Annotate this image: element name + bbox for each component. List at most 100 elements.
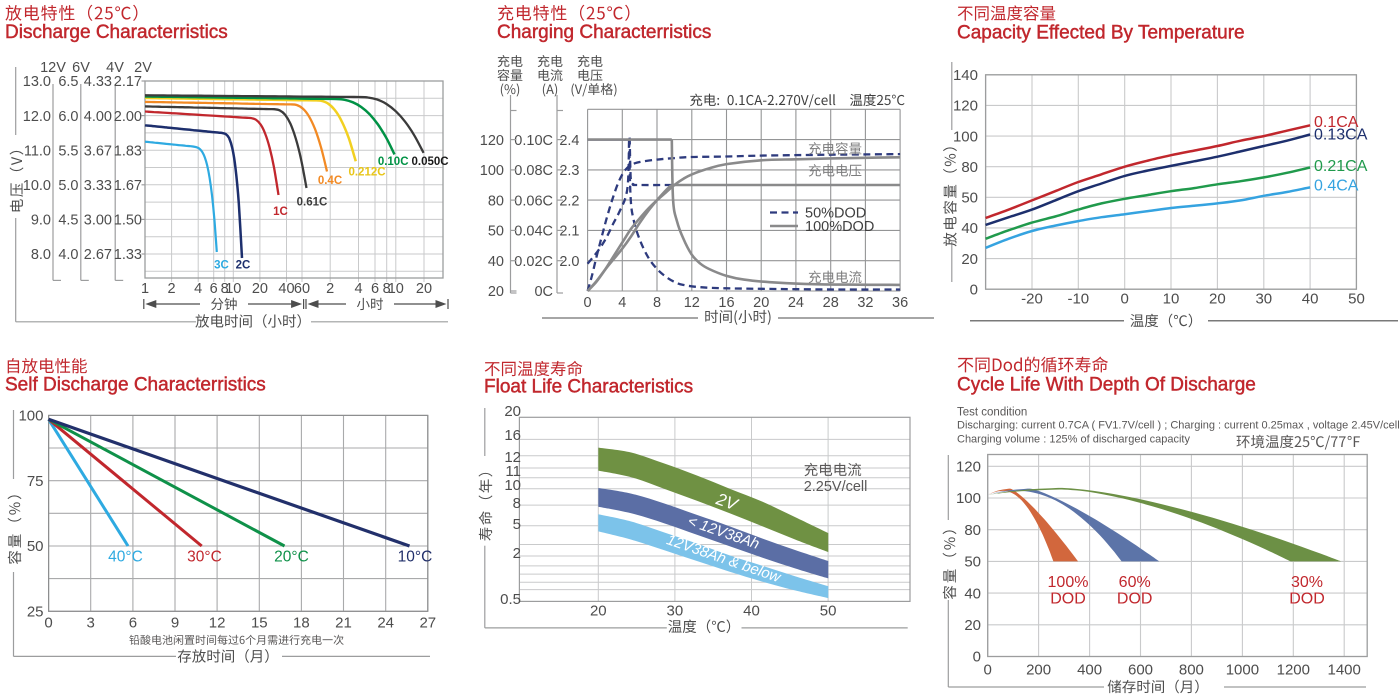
svg-text:24: 24 xyxy=(788,295,804,311)
svg-text:2.0: 2.0 xyxy=(559,254,579,270)
svg-text:8: 8 xyxy=(653,295,661,311)
svg-text:DOD: DOD xyxy=(1050,591,1086,608)
svg-text:5: 5 xyxy=(513,516,521,533)
svg-text:8: 8 xyxy=(383,281,391,297)
svg-text:10: 10 xyxy=(388,281,404,297)
svg-text:0.61C: 0.61C xyxy=(297,197,328,209)
svg-text:2.67: 2.67 xyxy=(84,247,112,263)
svg-text:2: 2 xyxy=(513,545,521,562)
svg-text:0.212C: 0.212C xyxy=(348,167,385,179)
svg-text:40: 40 xyxy=(743,603,760,620)
svg-text:-20: -20 xyxy=(1021,291,1043,308)
svg-text:100%: 100% xyxy=(1048,574,1089,591)
svg-text:100: 100 xyxy=(480,163,504,179)
svg-text:80: 80 xyxy=(964,522,981,539)
svg-text:2.4: 2.4 xyxy=(559,133,579,149)
svg-text:30°C: 30°C xyxy=(187,549,222,566)
svg-text:30%: 30% xyxy=(1291,574,1323,591)
svg-text:3: 3 xyxy=(87,615,95,632)
svg-text:0.08C: 0.08C xyxy=(514,163,553,179)
svg-text:4: 4 xyxy=(194,281,202,297)
svg-text:800: 800 xyxy=(1179,662,1204,679)
svg-text:6: 6 xyxy=(210,281,218,297)
svg-text:Charging volume : 125% of disc: Charging volume : 125% of discharged cap… xyxy=(957,434,1190,446)
svg-text:30: 30 xyxy=(1255,291,1272,308)
svg-text:4.5: 4.5 xyxy=(58,213,78,229)
svg-text:2C: 2C xyxy=(236,260,251,272)
svg-text:0: 0 xyxy=(984,662,992,679)
svg-text:0.10C: 0.10C xyxy=(378,156,409,168)
svg-text:0.4CA: 0.4CA xyxy=(1314,178,1359,195)
svg-text:6V: 6V xyxy=(72,60,90,76)
svg-text:1.33: 1.33 xyxy=(114,247,142,263)
svg-text:0.13CA: 0.13CA xyxy=(1314,127,1368,144)
svg-text:4.33: 4.33 xyxy=(84,74,112,90)
svg-text:18: 18 xyxy=(293,615,310,632)
svg-text:0.050C: 0.050C xyxy=(412,156,449,168)
svg-text:20°C: 20°C xyxy=(274,549,309,566)
svg-text:2.2: 2.2 xyxy=(559,193,579,209)
svg-text:60%: 60% xyxy=(1119,574,1151,591)
svg-text:1400: 1400 xyxy=(1328,662,1361,679)
svg-text:Self Discharge Characterristic: Self Discharge Characterristics xyxy=(5,374,266,395)
svg-text:5.0: 5.0 xyxy=(58,178,78,194)
svg-text:20: 20 xyxy=(416,281,432,297)
svg-text:50%DOD: 50%DOD xyxy=(805,206,866,222)
svg-text:9: 9 xyxy=(171,615,179,632)
svg-text:120: 120 xyxy=(953,98,978,115)
svg-text:15: 15 xyxy=(251,615,268,632)
svg-text:36: 36 xyxy=(892,295,908,311)
svg-text:13.0: 13.0 xyxy=(23,74,51,90)
svg-text:Charging Characterristics: Charging Characterristics xyxy=(497,22,711,43)
svg-text:1200: 1200 xyxy=(1277,662,1310,679)
svg-text:32: 32 xyxy=(857,295,873,311)
svg-text:2.25V/cell: 2.25V/cell xyxy=(804,479,868,495)
svg-text:DOD: DOD xyxy=(1117,591,1153,608)
svg-text:28: 28 xyxy=(823,295,839,311)
svg-text:2.3: 2.3 xyxy=(559,163,579,179)
svg-text:20: 20 xyxy=(964,617,981,634)
svg-text:0.04C: 0.04C xyxy=(514,224,553,240)
svg-text:0: 0 xyxy=(44,615,52,632)
svg-text:1.83: 1.83 xyxy=(114,143,142,159)
svg-text:0: 0 xyxy=(970,281,978,298)
svg-text:10: 10 xyxy=(504,477,521,494)
svg-text:11.0: 11.0 xyxy=(24,143,51,159)
svg-text:12.0: 12.0 xyxy=(23,109,51,125)
svg-text:20: 20 xyxy=(961,251,978,268)
svg-text:4.00: 4.00 xyxy=(84,109,112,125)
svg-text:100: 100 xyxy=(18,408,43,425)
svg-text:2V: 2V xyxy=(134,60,152,76)
svg-text:Capacity Effected By Temperatu: Capacity Effected By Temperature xyxy=(957,23,1245,44)
svg-text:40: 40 xyxy=(1302,291,1319,308)
svg-text:11: 11 xyxy=(505,463,521,480)
svg-text:2: 2 xyxy=(326,281,334,297)
svg-text:100%DOD: 100%DOD xyxy=(805,219,874,235)
svg-text:Test condition: Test condition xyxy=(957,407,1027,419)
svg-text:0.21CA: 0.21CA xyxy=(1314,158,1368,175)
svg-text:20: 20 xyxy=(488,284,504,300)
svg-text:Discharge Characterristics: Discharge Characterristics xyxy=(5,22,228,43)
svg-text:40: 40 xyxy=(964,585,981,602)
svg-text:6: 6 xyxy=(371,281,379,297)
svg-text:40°C: 40°C xyxy=(108,549,143,566)
svg-text:2.17: 2.17 xyxy=(114,74,142,90)
svg-text:1.50: 1.50 xyxy=(114,213,142,229)
svg-text:5.5: 5.5 xyxy=(58,143,78,159)
svg-text:-10: -10 xyxy=(1067,291,1089,308)
svg-text:50: 50 xyxy=(964,554,981,571)
svg-text:2.1: 2.1 xyxy=(559,224,579,240)
svg-text:20: 20 xyxy=(753,295,769,311)
svg-text:6.0: 6.0 xyxy=(58,109,78,125)
svg-text:16: 16 xyxy=(718,295,734,311)
svg-text:40: 40 xyxy=(488,254,504,270)
svg-text:0.5: 0.5 xyxy=(500,591,521,608)
svg-text:0.4C: 0.4C xyxy=(318,175,342,187)
svg-text:0.02C: 0.02C xyxy=(514,254,553,270)
svg-text:4: 4 xyxy=(618,295,626,311)
svg-text:6.5: 6.5 xyxy=(58,74,78,90)
svg-text:0.1CA: 0.1CA xyxy=(1314,114,1359,131)
svg-text:21: 21 xyxy=(335,615,352,632)
svg-text:120: 120 xyxy=(956,459,981,476)
svg-text:10: 10 xyxy=(225,281,241,297)
